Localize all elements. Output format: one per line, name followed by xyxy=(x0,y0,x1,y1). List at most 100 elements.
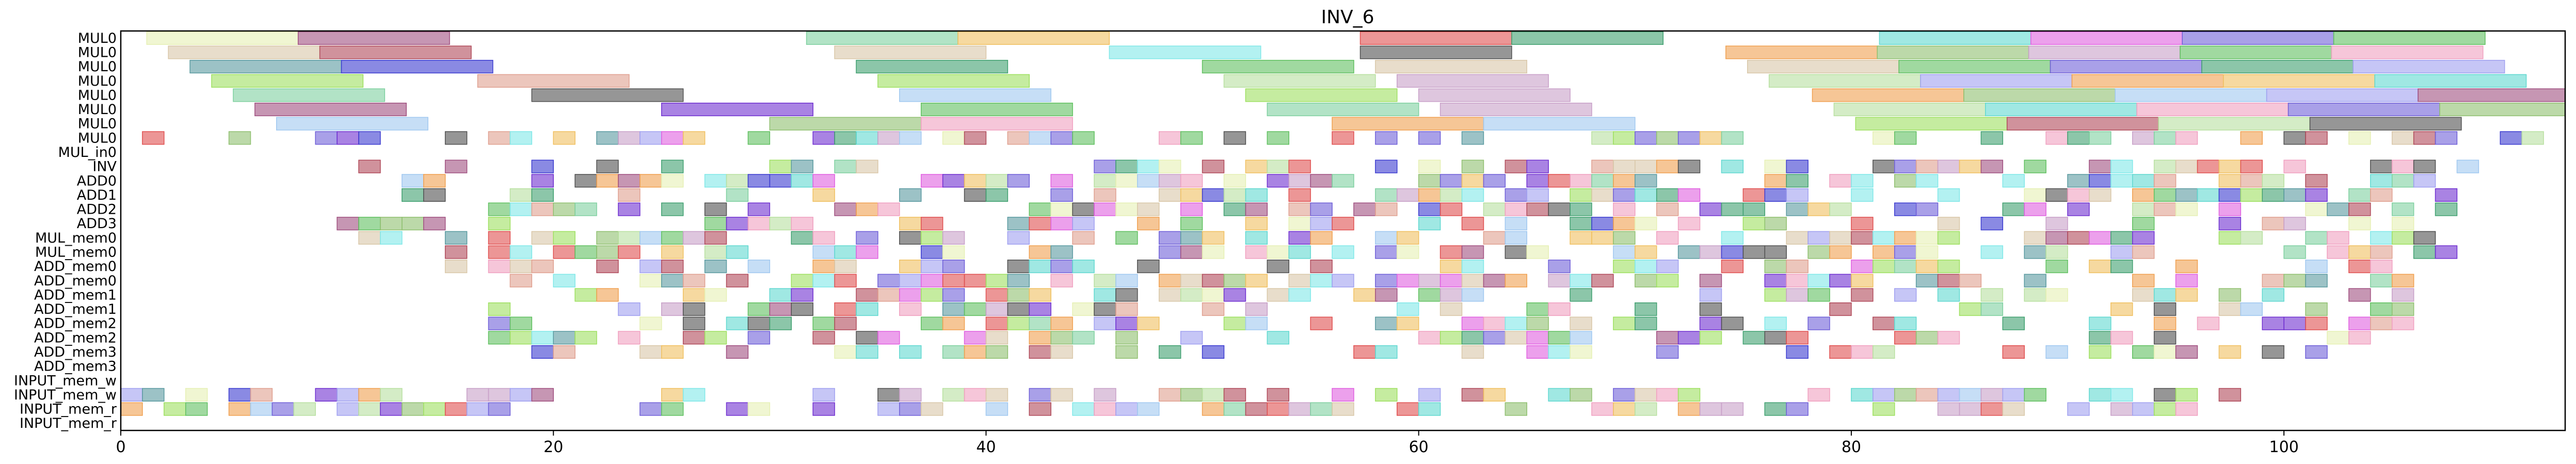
task-bar xyxy=(1332,402,1354,416)
task-bar xyxy=(1894,388,1917,402)
task-bar xyxy=(2305,202,2328,216)
task-bar xyxy=(1418,202,1441,216)
task-bar xyxy=(834,274,857,287)
y-tick-label: INPUT_mem_r xyxy=(20,402,117,418)
task-bar xyxy=(1635,174,1657,188)
task-bar xyxy=(293,402,316,416)
task-bar xyxy=(2305,260,2328,274)
task-bar xyxy=(574,202,597,216)
task-bar xyxy=(488,388,511,402)
task-bar xyxy=(228,388,251,402)
task-bar xyxy=(1050,174,1073,188)
task-bar xyxy=(618,131,641,145)
task-bar xyxy=(337,388,359,402)
task-bar xyxy=(1548,274,1571,287)
task-bar xyxy=(2218,345,2242,359)
task-bar xyxy=(2331,45,2484,59)
task-bar xyxy=(1483,117,1636,131)
task-bar xyxy=(1439,288,1463,302)
y-tick-label: ADD_mem2 xyxy=(34,330,117,346)
task-bar xyxy=(2262,188,2284,202)
task-bar xyxy=(1483,316,1506,330)
task-bar xyxy=(769,302,792,316)
task-bar xyxy=(2262,288,2284,302)
task-bar xyxy=(1937,188,1960,202)
task-bar xyxy=(1635,159,1657,173)
y-tick-label: INPUT_mem_w xyxy=(14,387,117,403)
x-tick-label: 20 xyxy=(543,438,563,456)
task-bar xyxy=(596,288,619,302)
task-bar xyxy=(1829,345,1852,359)
task-bar xyxy=(509,188,533,202)
task-bar xyxy=(1764,402,1787,416)
task-bar xyxy=(2175,188,2198,202)
task-bar xyxy=(1310,174,1333,188)
task-bar xyxy=(337,402,359,416)
task-bar xyxy=(1980,159,2004,173)
task-bar xyxy=(2418,88,2566,102)
task-bar xyxy=(444,231,468,245)
task-bar xyxy=(1829,231,1852,245)
task-bar xyxy=(964,131,987,145)
task-bar xyxy=(964,274,987,287)
task-bar xyxy=(747,402,771,416)
task-bar xyxy=(2305,316,2328,330)
task-bar xyxy=(358,402,381,416)
task-bar xyxy=(985,288,1009,302)
task-bar xyxy=(1570,345,1592,359)
task-bar xyxy=(1288,202,1311,216)
task-bar xyxy=(1223,131,1246,145)
task-bar xyxy=(834,202,857,216)
task-bar xyxy=(1310,402,1333,416)
task-bar xyxy=(2024,388,2046,402)
task-bar xyxy=(1050,331,1073,345)
task-bar xyxy=(1029,245,1051,259)
task-bar xyxy=(1812,88,1964,102)
task-bar xyxy=(1353,345,1376,359)
task-bar xyxy=(2391,217,2414,231)
task-bar xyxy=(509,388,533,402)
task-bar xyxy=(1418,217,1441,231)
task-bar xyxy=(1548,331,1571,345)
task-bar xyxy=(899,345,922,359)
task-bar xyxy=(1915,245,1939,259)
task-bar xyxy=(2413,231,2436,245)
task-bar xyxy=(726,217,749,231)
task-bar xyxy=(1894,331,1917,345)
task-bar xyxy=(1937,260,1960,274)
task-bar xyxy=(297,31,450,45)
task-bar xyxy=(574,174,597,188)
task-bar xyxy=(618,202,641,216)
task-bar xyxy=(2439,102,2566,117)
task-bar xyxy=(726,274,749,287)
task-bar xyxy=(1873,316,1895,330)
task-bar xyxy=(509,131,533,145)
task-bar xyxy=(2391,302,2414,316)
task-bar xyxy=(1570,388,1592,402)
task-bar xyxy=(1029,345,1051,359)
task-bar xyxy=(1591,217,1614,231)
task-bar xyxy=(2110,159,2133,173)
task-bar xyxy=(1461,316,1484,330)
task-bar xyxy=(661,131,684,145)
task-bar xyxy=(1310,316,1333,330)
task-bar xyxy=(1829,174,1852,188)
task-bar xyxy=(1721,260,1744,274)
task-bar xyxy=(1699,302,1722,316)
task-bar xyxy=(1180,231,1203,245)
task-bar xyxy=(704,202,727,216)
task-bar xyxy=(1937,159,1960,173)
task-bar xyxy=(1332,217,1354,231)
task-bar xyxy=(1548,302,1571,316)
task-bar xyxy=(2348,260,2371,274)
x-tick-label: 100 xyxy=(2269,438,2299,456)
task-bar xyxy=(1937,388,1960,402)
task-bar xyxy=(812,316,835,330)
task-bar xyxy=(834,245,857,259)
task-bar xyxy=(2110,331,2133,345)
task-bar xyxy=(1159,174,1181,188)
task-bar xyxy=(1937,274,1960,287)
task-bar xyxy=(1245,159,1268,173)
task-bar xyxy=(1894,288,1917,302)
task-bar xyxy=(1180,188,1203,202)
